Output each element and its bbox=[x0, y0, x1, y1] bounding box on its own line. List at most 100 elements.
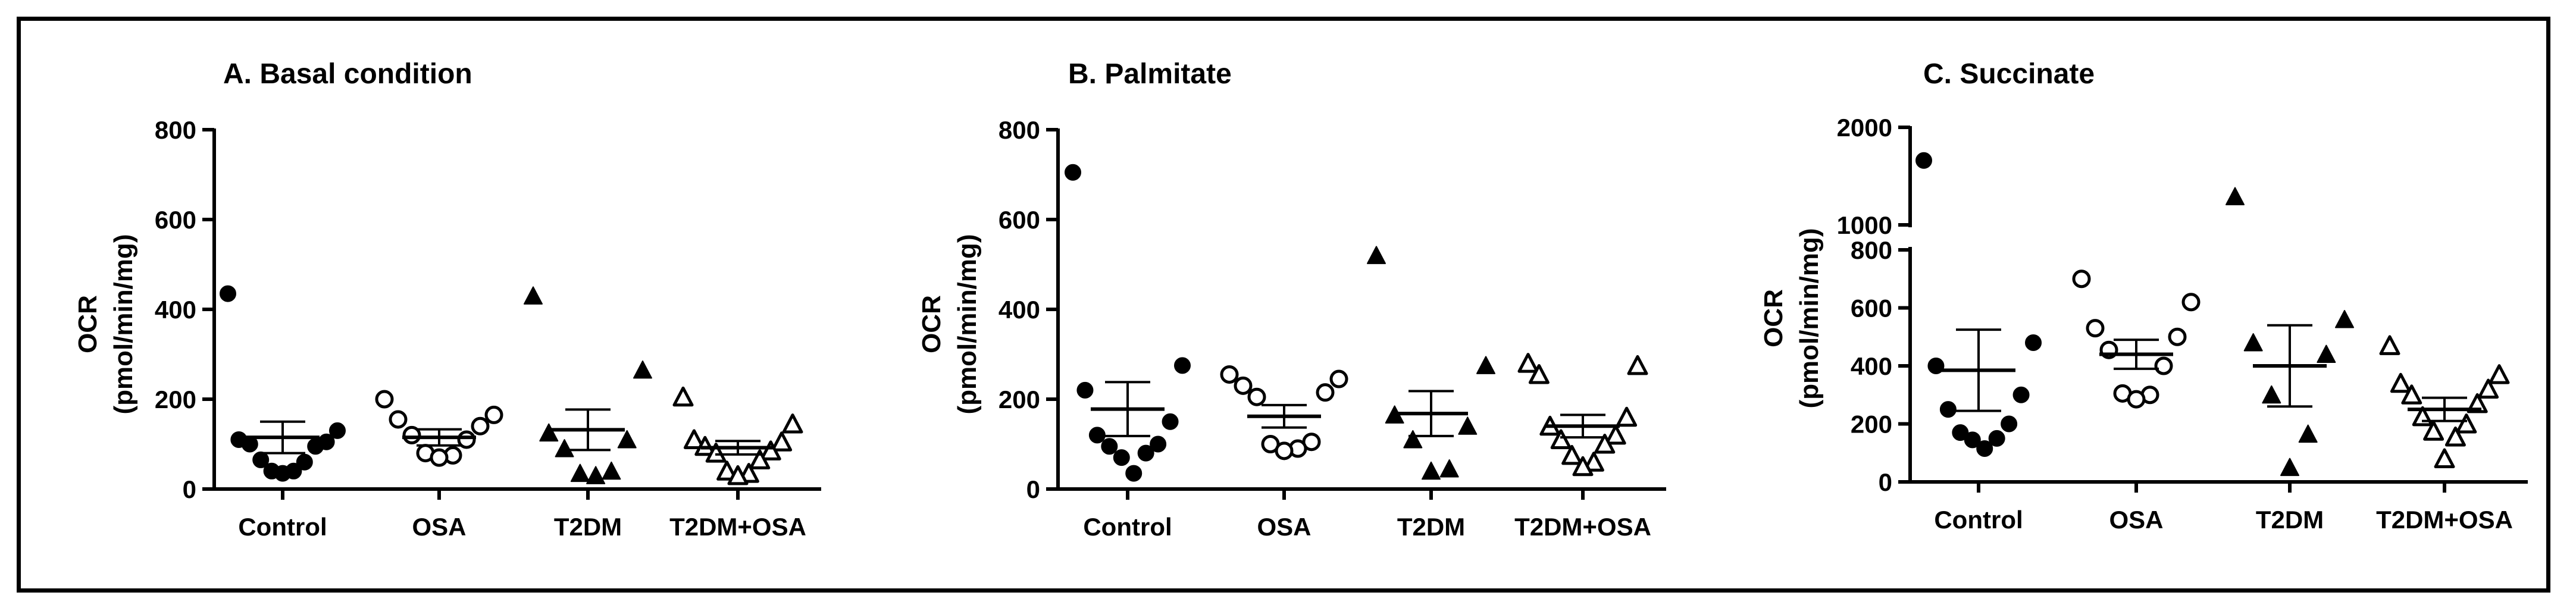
data-point bbox=[1367, 246, 1386, 264]
data-point bbox=[782, 413, 803, 434]
data-point bbox=[586, 466, 606, 484]
data-point bbox=[1572, 456, 1594, 477]
panel-title: B. Palmitate bbox=[1068, 58, 1232, 90]
data-point bbox=[1939, 401, 1957, 418]
data-point bbox=[1247, 387, 1266, 406]
data-point bbox=[1076, 381, 1094, 399]
plot-area: 0 200 400 600 800 Control OSA T2DM T2DM+OSA bbox=[155, 116, 821, 541]
series-group bbox=[1065, 164, 1191, 482]
y-axis-label: OCR bbox=[917, 295, 946, 353]
data-point bbox=[1616, 406, 1638, 427]
data-point bbox=[1458, 416, 1478, 435]
data-point bbox=[1964, 431, 1981, 449]
data-point bbox=[1088, 427, 1106, 444]
y-tick-label: 800 bbox=[155, 116, 196, 144]
series-group bbox=[2226, 187, 2354, 477]
data-point bbox=[2434, 448, 2455, 468]
data-point bbox=[760, 440, 781, 460]
data-point bbox=[2423, 421, 2444, 441]
panel-title: A. Basal condition bbox=[223, 58, 472, 90]
data-point bbox=[2086, 319, 2105, 338]
data-point bbox=[2489, 364, 2510, 384]
data-point bbox=[1137, 444, 1154, 462]
y-tick-label: 0 bbox=[183, 475, 196, 503]
data-point bbox=[1988, 430, 2005, 447]
data-point bbox=[727, 465, 749, 485]
data-point bbox=[1583, 452, 1604, 472]
data-point bbox=[570, 463, 590, 482]
data-point bbox=[1627, 355, 1648, 375]
panel-c: C. Succinate OCR (pmol/min/mg) 0 200 400 60… bbox=[1759, 58, 2528, 534]
series-group bbox=[672, 386, 803, 485]
data-point bbox=[1150, 435, 1167, 453]
data-point bbox=[1528, 364, 1550, 384]
data-point bbox=[471, 416, 490, 435]
x-tick-label: OSA bbox=[1257, 513, 1311, 541]
data-point bbox=[1065, 164, 1081, 181]
x-tick-label: Control bbox=[1083, 513, 1172, 541]
data-point bbox=[2478, 378, 2499, 399]
series-group bbox=[2072, 270, 2201, 409]
y-tick-label: 600 bbox=[999, 206, 1040, 234]
data-point bbox=[1605, 424, 1626, 445]
y-axis-sublabel: (pmol/min/mg) bbox=[109, 234, 138, 414]
data-point bbox=[1234, 376, 1253, 395]
data-point bbox=[1550, 429, 1572, 449]
data-point bbox=[555, 439, 574, 458]
y-tick-label: 0 bbox=[1879, 468, 1892, 496]
data-point bbox=[771, 431, 793, 452]
data-point bbox=[1476, 356, 1495, 374]
series-group bbox=[220, 285, 346, 482]
data-point bbox=[705, 443, 727, 463]
data-point bbox=[2280, 458, 2299, 477]
data-point bbox=[1174, 357, 1191, 374]
data-point bbox=[2072, 270, 2091, 289]
data-point bbox=[2226, 187, 2245, 205]
data-point bbox=[1561, 444, 1583, 465]
data-point bbox=[524, 286, 543, 305]
data-point bbox=[2012, 386, 2030, 403]
series-group bbox=[375, 390, 503, 467]
data-point bbox=[1220, 365, 1239, 384]
data-point bbox=[2456, 413, 2477, 434]
y-tick-label: 1000 bbox=[1837, 211, 1892, 239]
data-point bbox=[484, 405, 503, 424]
x-tick-label: T2DM+OSA bbox=[1514, 513, 1651, 541]
y-tick-label: 400 bbox=[999, 296, 1040, 324]
series-group bbox=[1220, 365, 1348, 460]
data-point bbox=[2025, 334, 2042, 351]
y-tick-label: 2000 bbox=[1837, 114, 1892, 142]
data-point bbox=[2298, 424, 2318, 443]
data-point bbox=[296, 453, 313, 471]
data-point bbox=[2127, 390, 2146, 409]
data-point bbox=[1125, 465, 1143, 482]
data-point bbox=[1329, 369, 1348, 388]
series-group bbox=[1517, 353, 1648, 477]
y-tick-label: 600 bbox=[1851, 294, 1892, 322]
y-tick-label: 800 bbox=[1851, 236, 1892, 264]
panel-a: A. Basal condition OCR (pmol/min/mg) 0 20… bbox=[73, 58, 821, 541]
x-tick-label: OSA bbox=[2109, 506, 2163, 534]
y-tick-label: 400 bbox=[155, 296, 196, 324]
data-point bbox=[2243, 333, 2263, 352]
data-point bbox=[389, 410, 408, 429]
data-point bbox=[1517, 353, 1539, 373]
data-point bbox=[1439, 459, 1459, 478]
panel-title: C. Succinate bbox=[1923, 58, 2095, 90]
data-point bbox=[2379, 335, 2400, 355]
x-tick-label: T2DM bbox=[1397, 513, 1465, 541]
x-tick-label: T2DM bbox=[2256, 506, 2324, 534]
y-tick-label: 200 bbox=[999, 386, 1040, 413]
series-group bbox=[2379, 335, 2510, 468]
y-tick-label: 400 bbox=[1851, 352, 1892, 380]
plot-area: 0 200 400 600 800 Control OSA T2DM T2DM+OSA bbox=[999, 116, 1666, 541]
y-tick-label: 200 bbox=[1851, 411, 1892, 438]
data-point bbox=[1594, 434, 1616, 454]
series-group bbox=[524, 286, 652, 484]
y-axis-sublabel: (pmol/min/mg) bbox=[953, 234, 982, 414]
y-axis-sublabel: (pmol/min/mg) bbox=[1795, 228, 1824, 408]
data-point bbox=[2317, 344, 2336, 363]
data-point bbox=[633, 360, 652, 379]
